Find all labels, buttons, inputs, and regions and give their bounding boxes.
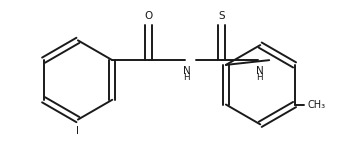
Text: I: I — [76, 126, 79, 136]
Text: H: H — [256, 73, 263, 82]
Text: H: H — [183, 73, 190, 82]
Text: CH₃: CH₃ — [307, 100, 325, 110]
Text: N: N — [256, 66, 264, 76]
Text: N: N — [183, 66, 190, 76]
Text: S: S — [218, 10, 225, 21]
Text: O: O — [144, 10, 153, 21]
